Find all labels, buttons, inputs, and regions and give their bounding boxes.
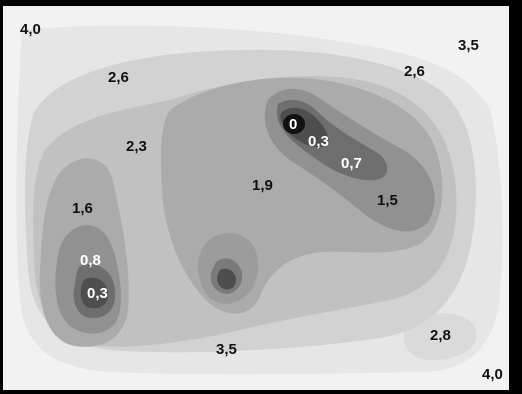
- label-right-peak-outer: 1,5: [377, 192, 398, 209]
- map-bottom-edge: [0, 390, 522, 394]
- map-right-edge: [509, 0, 522, 394]
- label-right-peak-inner: 0,3: [308, 133, 329, 150]
- label-left-lobe-mid: 0,8: [80, 252, 101, 269]
- contour-blob-bottom-right: [403, 313, 477, 360]
- contour-level-7-left: [80, 277, 109, 309]
- label-right-peak-min: 0: [289, 116, 297, 133]
- label-bottom-right-blob: 2,8: [430, 327, 451, 344]
- label-right-peak-mid: 0,7: [341, 155, 362, 172]
- label-upper-left: 2,6: [108, 69, 129, 86]
- contour-minimum: [283, 114, 305, 134]
- label-corner-bottom-right: 4,0: [482, 366, 503, 383]
- label-left-mid: 2,3: [126, 138, 147, 155]
- label-bottom-center: 3,5: [216, 341, 237, 358]
- label-top-right: 3,5: [458, 37, 479, 54]
- label-corner-top-left: 4,0: [20, 21, 41, 38]
- label-center: 1,9: [252, 177, 273, 194]
- contour-level-7-small: [217, 268, 236, 290]
- map-top-edge: [0, 0, 522, 6]
- label-left-lobe-outer: 1,6: [72, 200, 93, 217]
- label-left-lobe-inner: 0,3: [87, 285, 108, 302]
- label-upper-right: 2,6: [404, 63, 425, 80]
